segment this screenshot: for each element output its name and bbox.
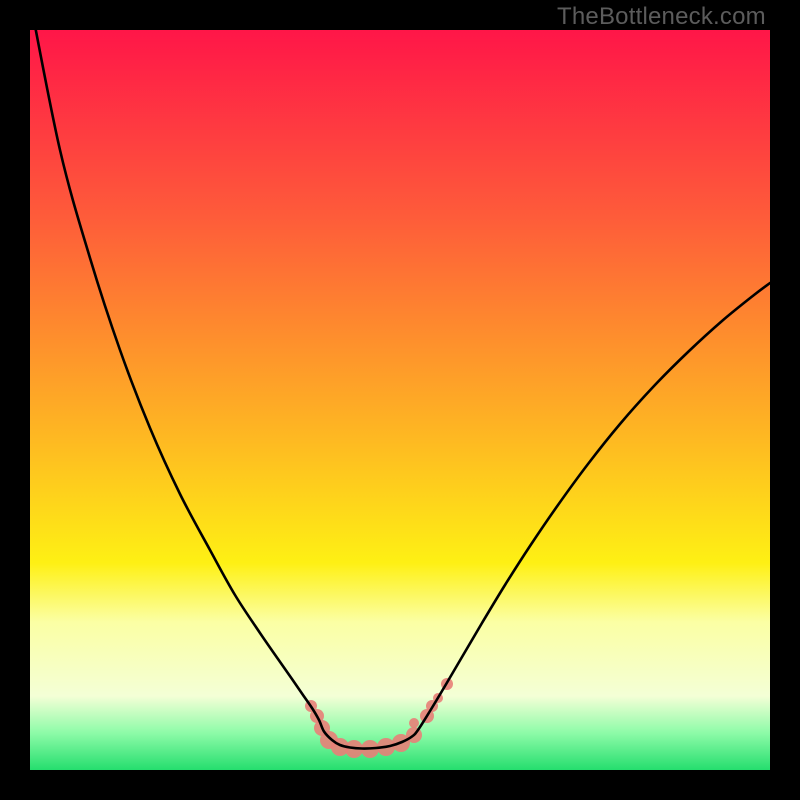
plot-outer: TheBottleneck.com <box>0 0 800 800</box>
chart-root: TheBottleneck.com <box>0 0 800 800</box>
data-marker <box>409 718 419 728</box>
watermark-text: TheBottleneck.com <box>557 3 766 31</box>
bottleneck-curve <box>30 0 770 749</box>
marker-group <box>305 678 453 758</box>
curve-layer <box>0 0 800 800</box>
